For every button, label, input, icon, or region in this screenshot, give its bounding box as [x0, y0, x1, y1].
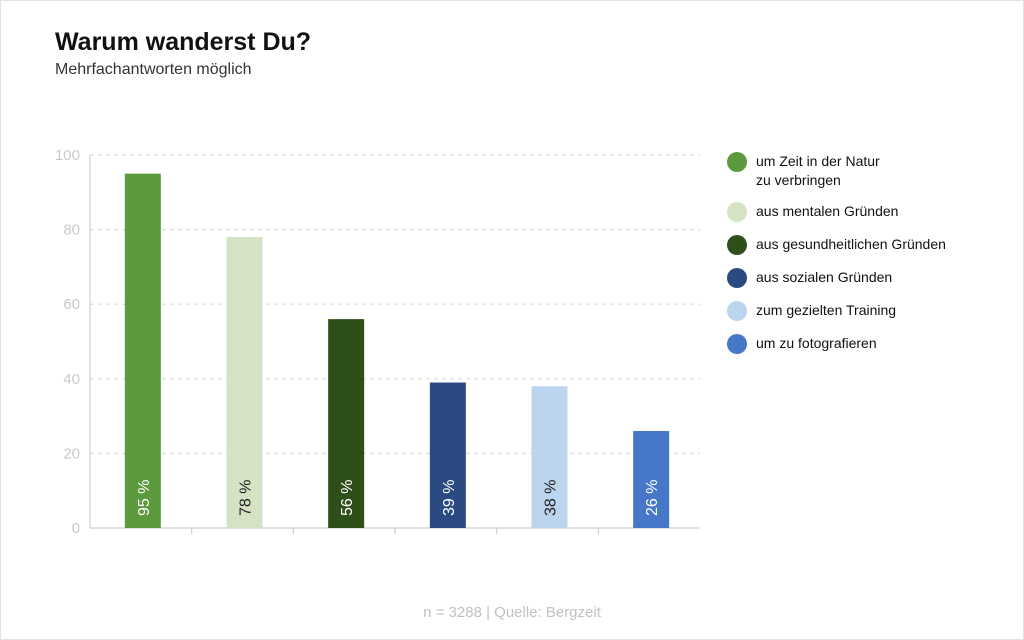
legend-item: aus gesundheitlichen Gründen	[727, 234, 1017, 256]
bar	[633, 431, 670, 528]
bar	[328, 319, 365, 528]
chart-subtitle: Mehrfachantworten möglich	[55, 61, 252, 78]
bar	[226, 237, 263, 528]
legend-label: zum gezielten Training	[756, 302, 897, 318]
legend-swatch	[727, 202, 747, 222]
legend-label: um Zeit in der Natur zu verbringen	[756, 153, 880, 188]
legend-swatch	[727, 152, 747, 172]
y-tick-label: 40	[63, 371, 80, 388]
y-tick-label: 60	[63, 296, 80, 313]
legend-label: um zu fotografieren	[756, 335, 877, 351]
source-footnote: n = 3288 | Quelle: Bergzeit	[423, 604, 601, 621]
bar-value-label: 78 %	[238, 480, 255, 516]
bar-value-label: 56 %	[339, 480, 356, 516]
y-tick-label: 0	[72, 520, 80, 537]
legend-item: um Zeit in der Natur zu verbringen	[727, 151, 1017, 190]
legend-label: aus gesundheitlichen Gründen	[756, 236, 946, 252]
legend-item: um zu fotografieren	[727, 333, 1017, 355]
bar-value-label: 39 %	[441, 480, 458, 516]
legend-item: zum gezielten Training	[727, 300, 1017, 322]
legend-swatch	[727, 268, 747, 288]
bar-value-label: 38 %	[543, 480, 560, 516]
bar-value-label: 95 %	[136, 480, 153, 516]
legend-swatch	[727, 301, 747, 321]
y-tick-label: 100	[55, 147, 80, 164]
bar	[429, 382, 466, 528]
legend-item: aus mentalen Gründen	[727, 201, 1017, 223]
legend-swatch	[727, 235, 747, 255]
bar	[124, 173, 161, 528]
chart-title: Warum wanderst Du?	[55, 28, 312, 56]
legend-label: aus mentalen Gründen	[756, 203, 899, 219]
legend: um Zeit in der Natur zu verbringen aus me…	[727, 151, 1017, 366]
legend-item: aus sozialen Gründen	[727, 267, 1017, 289]
legend-swatch	[727, 334, 747, 354]
bar-value-label: 26 %	[644, 480, 661, 516]
bar	[531, 386, 568, 528]
y-tick-label: 20	[63, 445, 80, 462]
legend-label: aus sozialen Gründen	[756, 269, 893, 285]
y-tick-label: 80	[63, 222, 80, 239]
